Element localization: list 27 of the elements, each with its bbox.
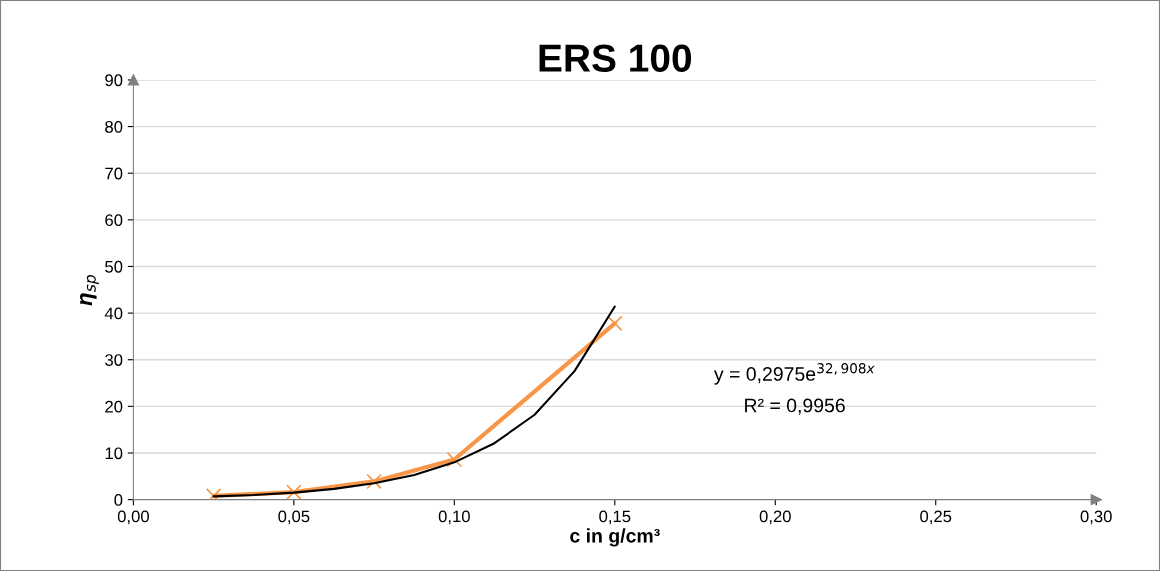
y-tick-label: 60 (105, 214, 123, 227)
point (366, 473, 382, 490)
y-tick-label: 50 (105, 260, 123, 273)
x-tick-label: 0,30 (1080, 510, 1112, 525)
point (446, 451, 463, 468)
chart-title: ERS 100 (539, 44, 692, 72)
x-axis-title: c in g/cm³ (570, 528, 660, 547)
y-tick-label: 0 (114, 494, 123, 506)
y-tick-label: 70 (105, 167, 123, 180)
annotation: y = 0,2975e$^{32,908x}$ (713, 363, 875, 385)
y-tick-label: 10 (105, 447, 123, 460)
y-tick-label: 80 (105, 120, 123, 133)
y-axis-title: η$_{sp}$ (80, 274, 99, 306)
x-tick-label: 0,05 (278, 510, 310, 525)
point (286, 484, 302, 500)
x-tick-label: 0,10 (438, 510, 470, 525)
x-tick-label: 0,25 (920, 510, 952, 525)
y-tick-label: 90 (105, 74, 123, 87)
x-tick-label: 0,20 (759, 510, 791, 525)
y-tick-label: 30 (105, 354, 123, 366)
point (607, 315, 623, 332)
y-tick-label: 40 (104, 307, 123, 320)
y-tick-label: 20 (105, 400, 123, 413)
point (205, 488, 222, 500)
annotation: R² = 0,9956 (745, 398, 845, 415)
x-tick-label: 0,00 (117, 510, 149, 525)
x-tick-label: 0,15 (599, 510, 631, 525)
